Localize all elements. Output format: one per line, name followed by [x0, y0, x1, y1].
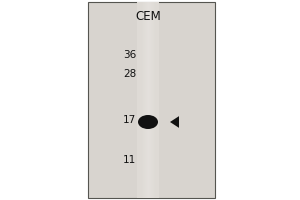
Polygon shape: [170, 116, 179, 128]
Bar: [152, 2, 153, 198]
Bar: [154, 2, 155, 198]
Bar: [144, 2, 145, 198]
Bar: [156, 2, 157, 198]
Bar: [149, 2, 150, 198]
Bar: [145, 2, 146, 198]
Bar: [143, 2, 144, 198]
Bar: [146, 2, 147, 198]
Bar: [158, 2, 159, 198]
Bar: [142, 2, 143, 198]
Bar: [88, 2, 215, 198]
Ellipse shape: [138, 115, 158, 129]
Bar: [139, 2, 140, 198]
Bar: [153, 2, 154, 198]
Bar: [157, 2, 158, 198]
Bar: [137, 2, 159, 198]
Bar: [151, 2, 152, 198]
Bar: [147, 2, 148, 198]
Bar: [150, 2, 151, 198]
Bar: [141, 2, 142, 198]
Bar: [148, 2, 149, 198]
Text: 17: 17: [123, 115, 136, 125]
Bar: [140, 2, 141, 198]
Text: 36: 36: [123, 50, 136, 60]
Bar: [138, 2, 139, 198]
Text: 11: 11: [123, 155, 136, 165]
Text: 28: 28: [123, 69, 136, 79]
Bar: [155, 2, 156, 198]
Bar: [137, 2, 138, 198]
Text: CEM: CEM: [135, 10, 161, 23]
